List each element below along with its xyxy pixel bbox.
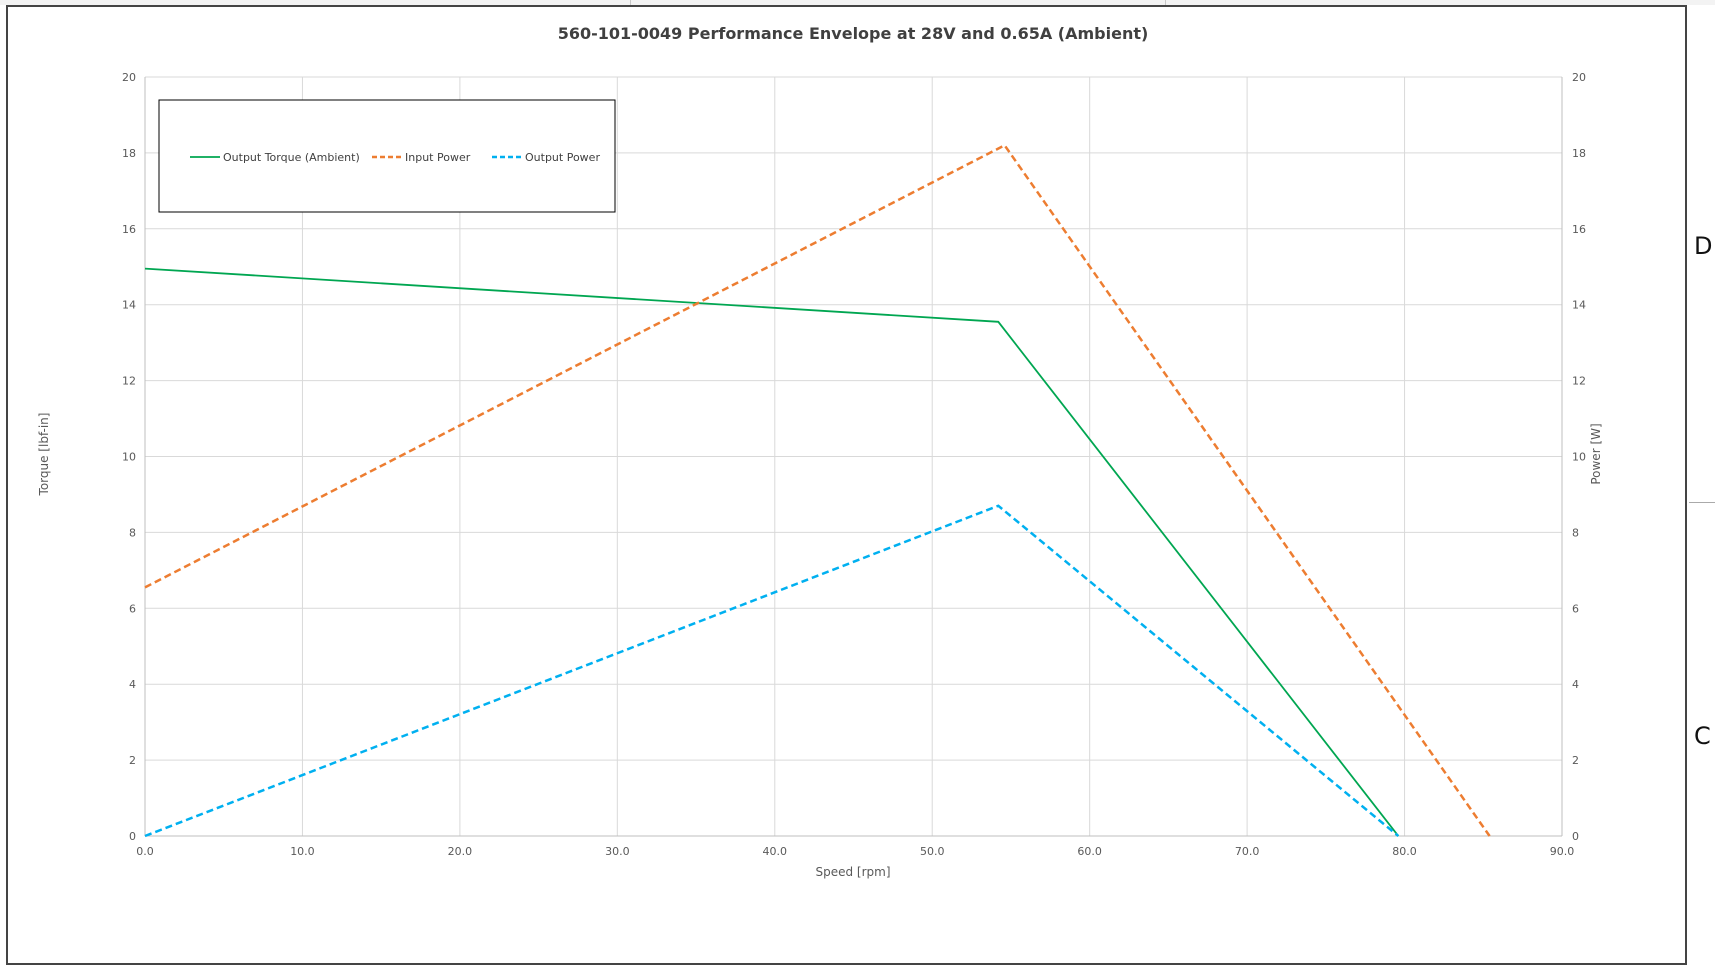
- x-tick-label: 0.0: [136, 845, 154, 858]
- series-line-1: [144, 267, 1400, 837]
- x-tick-label: 70.0: [1235, 845, 1260, 858]
- y-tick-label: 18: [122, 147, 136, 160]
- chart-legend: Output Torque (Ambient) Input Power Output…: [158, 99, 616, 213]
- top-strip-divider: [630, 0, 631, 5]
- x-tick-label: 20.0: [448, 845, 473, 858]
- y-tick-label: 4: [129, 678, 136, 691]
- legend-label: Output Power: [525, 151, 600, 164]
- legend-label: Input Power: [405, 151, 471, 164]
- y-tick-label: 16: [122, 223, 136, 236]
- y-axis-title: Torque [lbf-in]: [37, 413, 51, 497]
- x-tick-label: 80.0: [1392, 845, 1417, 858]
- y2-tick-label: 12: [1572, 375, 1586, 388]
- top-strip: [0, 0, 1715, 5]
- y-tick-label: 20: [122, 71, 136, 84]
- y2-tick-label: 18: [1572, 147, 1586, 160]
- y2-tick-label: 20: [1572, 71, 1586, 84]
- y2-tick-label: 8: [1572, 526, 1579, 539]
- x-tick-label: 30.0: [605, 845, 630, 858]
- axis-layer: 0.0 10.0 20.0 30.0 40.0 50.0 60.0 70.0 80.0 90.0 0…: [122, 71, 1586, 858]
- series-layer: [144, 143, 1491, 838]
- y-tick-label: 14: [122, 299, 136, 312]
- y-tick-label: 10: [122, 451, 136, 464]
- y-tick-label: 6: [129, 602, 136, 615]
- side-mark-c: C: [1694, 722, 1711, 750]
- y-tick-label: 8: [129, 526, 136, 539]
- y2-tick-label: 2: [1572, 754, 1579, 767]
- x-tick-label: 10.0: [290, 845, 315, 858]
- top-strip-divider: [1165, 0, 1166, 5]
- y2-tick-label: 14: [1572, 299, 1586, 312]
- x-tick-label: 40.0: [763, 845, 788, 858]
- x-axis-title: Speed [rpm]: [815, 865, 890, 879]
- y-tick-label: 2: [129, 754, 136, 767]
- x-tick-label: 90.0: [1550, 845, 1575, 858]
- legend-label: Output Torque (Ambient): [223, 151, 360, 164]
- x-tick-label: 50.0: [920, 845, 945, 858]
- y2-tick-label: 6: [1572, 602, 1579, 615]
- legend-box: [158, 99, 616, 213]
- x-tick-label: 60.0: [1077, 845, 1102, 858]
- y-tick-label: 0: [129, 830, 136, 843]
- series-line-3: [144, 504, 1400, 838]
- y2-tick-label: 10: [1572, 451, 1586, 464]
- y-tick-label: 12: [122, 375, 136, 388]
- side-rule: [1689, 502, 1715, 503]
- side-mark-d: D: [1694, 232, 1713, 260]
- chart-title: 560-101-0049 Performance Envelope at 28V…: [558, 24, 1149, 43]
- y2-tick-label: 0: [1572, 830, 1579, 843]
- y2-tick-label: 4: [1572, 678, 1579, 691]
- y2-axis-title: Power [W]: [1589, 423, 1603, 484]
- series-line-2: [144, 143, 1491, 837]
- y2-tick-label: 16: [1572, 223, 1586, 236]
